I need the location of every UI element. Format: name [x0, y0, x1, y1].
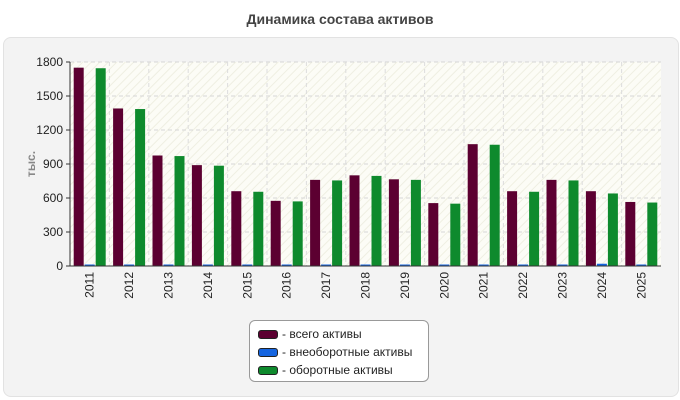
- bar-1-2016: [270, 200, 281, 266]
- x-tick-label: 2022: [516, 272, 530, 299]
- bar-2-2017: [321, 264, 332, 266]
- x-tick-label: 2020: [437, 272, 451, 299]
- bar-3-2019: [410, 179, 421, 266]
- bar-1-2013: [152, 155, 163, 266]
- x-tick-label: 2024: [595, 272, 609, 299]
- bar-3-2023: [568, 180, 579, 266]
- bar-2-2013: [163, 264, 174, 266]
- bar-1-2019: [388, 179, 399, 266]
- bar-1-2025: [625, 201, 636, 266]
- bar-2-2024: [596, 263, 607, 266]
- bar-3-2021: [489, 144, 500, 266]
- bar-3-2018: [371, 175, 382, 266]
- bar-1-2011: [73, 67, 84, 267]
- bar-1-2024: [585, 191, 596, 266]
- x-tick-label: 2013: [162, 272, 176, 299]
- bar-2-2019: [399, 264, 410, 266]
- bar-3-2024: [607, 193, 618, 266]
- x-tick-label: 2011: [83, 272, 97, 298]
- legend-swatch: [258, 365, 278, 375]
- bar-3-2012: [135, 109, 146, 267]
- x-tick-label: 2018: [359, 272, 373, 299]
- bar-2-2012: [124, 264, 135, 266]
- bar-1-2017: [310, 179, 321, 266]
- bar-1-2015: [231, 191, 242, 266]
- chart-title: Динамика состава активов: [246, 11, 434, 27]
- legend-label: - внеоборотные активы: [282, 345, 413, 359]
- y-tick-label: 1200: [36, 123, 63, 137]
- x-ticks: 2011 2012 2013 2014 2015 2016 2017 2018 2019 2020…: [83, 272, 649, 299]
- bar-2-2023: [557, 264, 568, 266]
- bar-2-2021: [478, 264, 489, 266]
- bar-2-2022: [518, 264, 529, 266]
- x-tick-label: 2023: [556, 272, 570, 299]
- bar-1-2021: [467, 144, 478, 266]
- legend-label: - оборотные активы: [282, 363, 393, 377]
- y-axis-label: тыс.: [24, 151, 38, 177]
- bar-1-2018: [349, 175, 360, 266]
- bar-2-2015: [242, 264, 253, 266]
- x-tick-label: 2015: [240, 272, 254, 299]
- bar-3-2015: [253, 191, 264, 266]
- x-tick-label: 2025: [634, 272, 648, 299]
- bar-1-2022: [507, 191, 518, 266]
- y-tick-label: 900: [43, 157, 63, 171]
- bar-3-2013: [174, 156, 185, 266]
- x-tick-label: 2019: [398, 272, 412, 299]
- gridlines: [70, 61, 661, 266]
- y-tick-label: 1800: [36, 55, 63, 69]
- bar-1-2012: [113, 108, 124, 266]
- bar-1-2023: [546, 179, 557, 266]
- bar-2-2011: [84, 264, 95, 266]
- bar-3-2016: [292, 201, 303, 266]
- bar-3-2017: [332, 180, 343, 266]
- bar-3-2022: [529, 191, 540, 266]
- x-tick-label: 2017: [319, 272, 333, 299]
- bar-2-2016: [281, 264, 292, 266]
- legend-item: - оборотные активы: [258, 361, 428, 379]
- x-tick-label: 2014: [201, 272, 215, 299]
- bar-2-2014: [202, 264, 213, 266]
- y-tick-label: 300: [43, 225, 63, 239]
- legend-swatch: [258, 347, 278, 357]
- bar-3-2020: [450, 203, 461, 266]
- x-tick-label: 2012: [122, 272, 136, 299]
- legend-item: - всего активы: [258, 325, 428, 343]
- bar-3-2014: [213, 165, 224, 266]
- bar-3-2011: [95, 68, 106, 266]
- bar-1-2020: [428, 203, 439, 266]
- legend-label: - всего активы: [282, 327, 362, 341]
- legend: - всего активы - внеоборотные активы - обо…: [249, 320, 429, 382]
- bar-2-2018: [360, 264, 371, 266]
- x-tick-label: 2016: [280, 272, 294, 299]
- legend-swatch: [258, 329, 278, 339]
- bar-2-2020: [439, 264, 450, 266]
- bar-1-2014: [191, 165, 202, 266]
- legend-item: - внеоборотные активы: [258, 343, 428, 361]
- y-tick-label: 1500: [36, 89, 63, 103]
- bar-2-2025: [636, 264, 647, 266]
- bar-3-2025: [647, 202, 658, 266]
- x-tick-label: 2021: [477, 272, 491, 299]
- y-tick-label: 0: [56, 259, 63, 273]
- bars: [73, 67, 658, 267]
- y-tick-label: 600: [43, 191, 63, 205]
- y-ticks: 0 300 600 900 1200 1500 1800: [36, 55, 70, 273]
